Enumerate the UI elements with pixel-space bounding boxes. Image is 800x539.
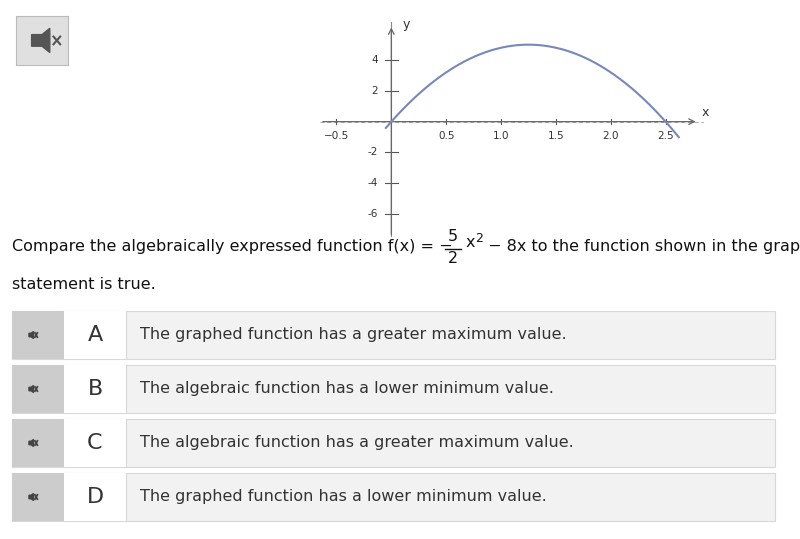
Bar [12, 473, 64, 521]
Text: −0.5: −0.5 [324, 131, 349, 141]
Text: C: C [87, 433, 102, 453]
Text: 5: 5 [448, 229, 458, 244]
Text: 0.5: 0.5 [438, 131, 454, 141]
Bar [64, 419, 126, 467]
Polygon shape [29, 494, 34, 501]
Bar [12, 419, 775, 467]
Text: -2: -2 [368, 148, 378, 157]
Text: The algebraic function has a greater maximum value.: The algebraic function has a greater max… [140, 436, 574, 451]
Text: The algebraic function has a lower minimum value.: The algebraic function has a lower minim… [140, 382, 554, 397]
Text: 2.0: 2.0 [602, 131, 619, 141]
Text: -4: -4 [368, 178, 378, 188]
Bar [64, 365, 126, 413]
Text: 2: 2 [448, 251, 458, 266]
Text: -6: -6 [368, 209, 378, 219]
Text: 2: 2 [475, 232, 483, 245]
Text: The graphed function has a greater maximum value.: The graphed function has a greater maxim… [140, 328, 566, 342]
Text: 4: 4 [371, 55, 378, 65]
Bar [64, 311, 126, 359]
Bar [12, 311, 64, 359]
Bar [12, 365, 64, 413]
Text: B: B [87, 379, 102, 399]
Text: x: x [702, 106, 709, 119]
Polygon shape [29, 385, 34, 392]
Polygon shape [29, 331, 34, 338]
Bar [12, 365, 775, 413]
Text: Compare the algebraically expressed function f(x) = −: Compare the algebraically expressed func… [12, 239, 458, 254]
Text: A: A [87, 325, 102, 345]
Text: 2.5: 2.5 [658, 131, 674, 141]
Text: 1.0: 1.0 [493, 131, 510, 141]
Text: − 8x to the function shown in the graph to determine which: − 8x to the function shown in the graph … [483, 239, 800, 254]
Text: 1.5: 1.5 [547, 131, 564, 141]
Text: y: y [402, 18, 410, 31]
Text: x: x [466, 235, 475, 250]
Bar [12, 311, 775, 359]
Text: D: D [86, 487, 103, 507]
Polygon shape [29, 439, 34, 446]
Bar [12, 419, 64, 467]
Text: statement is true.: statement is true. [12, 277, 156, 292]
Polygon shape [32, 28, 50, 53]
Bar [12, 473, 775, 521]
Bar [64, 473, 126, 521]
Text: 2: 2 [371, 86, 378, 96]
Text: The graphed function has a lower minimum value.: The graphed function has a lower minimum… [140, 489, 546, 505]
